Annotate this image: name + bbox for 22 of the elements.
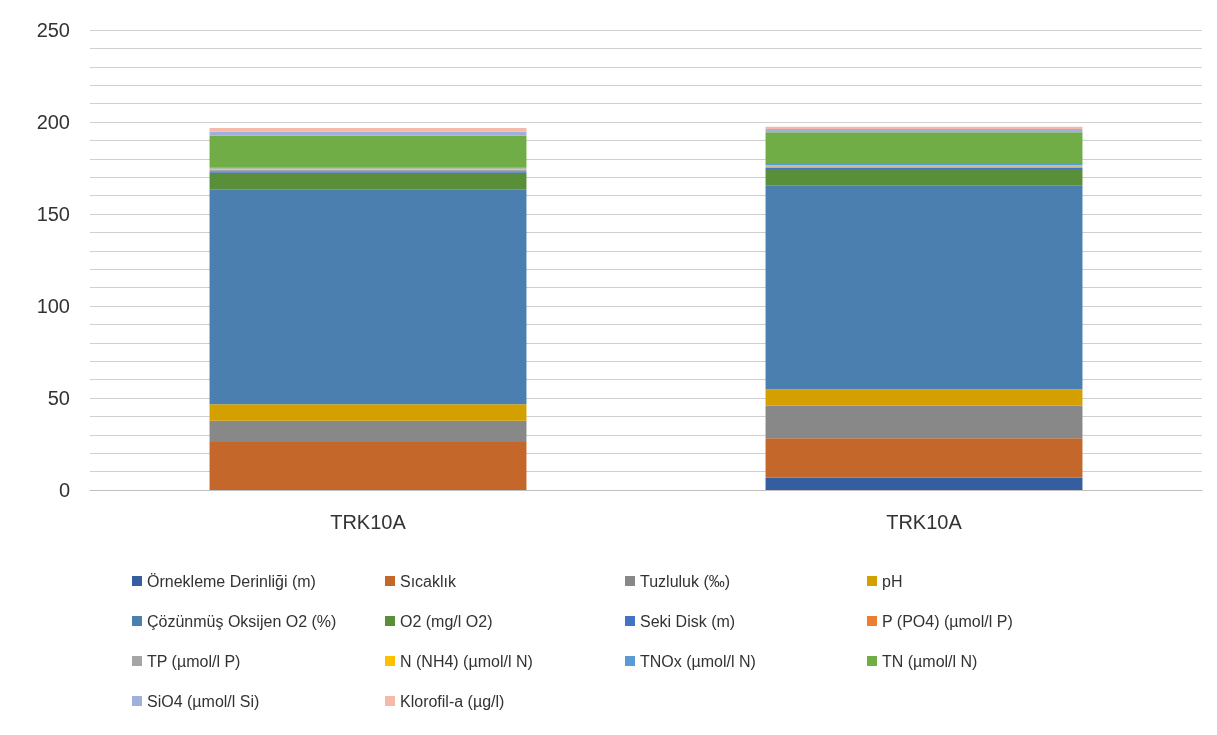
- y-tick-label: 50: [47, 387, 70, 409]
- legend-label: Örnekleme Derinliği (m): [147, 572, 316, 590]
- y-tick-label: 200: [36, 111, 70, 133]
- x-tick-label: TRK10A: [886, 511, 963, 533]
- legend-label: pH: [882, 572, 903, 590]
- legend-label: SiO4 (µmol/l Si): [147, 692, 260, 710]
- legend-label: Klorofil-a (µg/l): [400, 692, 505, 710]
- legend-label: P (PO4) (µmol/l P): [882, 612, 1013, 630]
- x-tick-label: TRK10A: [330, 511, 407, 533]
- legend-label: N (NH4) (µmol/l N): [400, 652, 533, 670]
- y-tick-label: 250: [36, 19, 70, 41]
- y-tick-label: 150: [36, 203, 70, 225]
- legend-label: Seki Disk (m): [640, 612, 736, 630]
- y-tick-label: 100: [36, 295, 70, 317]
- legend-label: TN (µmol/l N): [882, 652, 978, 670]
- legend-label: TNOx (µmol/l N): [640, 652, 756, 670]
- legend-label: O2 (mg/l O2): [400, 612, 493, 630]
- legend-label: TP (µmol/l P): [147, 652, 241, 670]
- legend-label: Tuzluluk (‰): [640, 572, 731, 590]
- legend-label: Çözünmüş Oksijen O2 (%): [147, 612, 337, 630]
- legend-label: Sıcaklık: [400, 572, 458, 590]
- y-tick-label: 0: [58, 479, 70, 501]
